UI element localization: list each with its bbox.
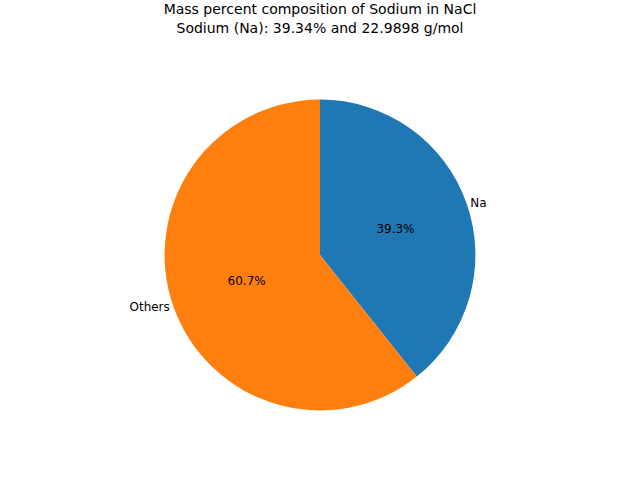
svg-text:Mass percent composition of So: Mass percent composition of Sodium in Na… [164, 1, 477, 35]
svg-text:60.7%: 60.7% [228, 274, 266, 288]
svg-text:39.3%: 39.3% [376, 222, 414, 236]
svg-text:Na: Na [470, 196, 486, 210]
svg-text:Others: Others [129, 300, 169, 314]
